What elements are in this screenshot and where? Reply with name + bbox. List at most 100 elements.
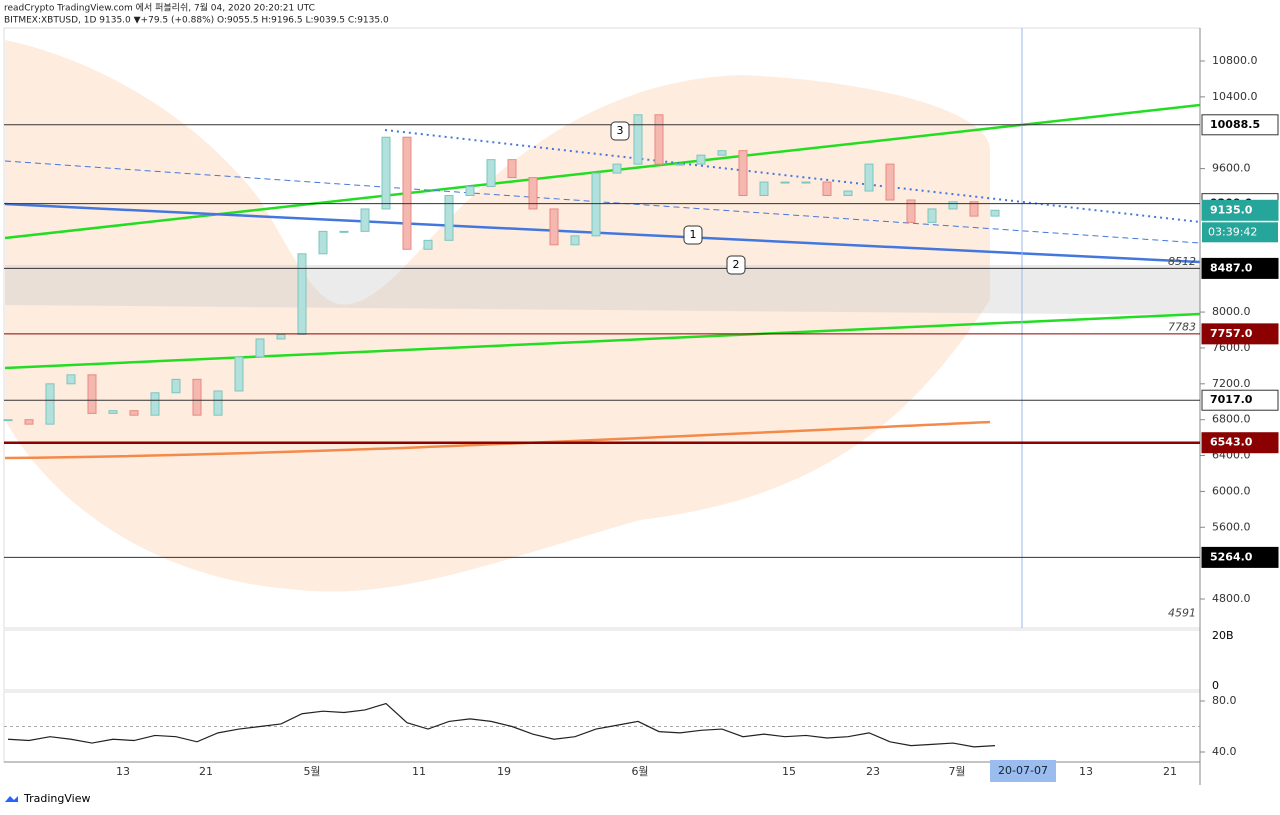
countdown: 03:39:42 [1208, 225, 1257, 238]
y-tick-label: 10400.0 [1212, 90, 1258, 103]
candle [885, 163, 895, 201]
candle [45, 383, 55, 425]
candle [276, 333, 286, 340]
candle [318, 230, 328, 255]
candle [24, 419, 34, 425]
price-label-box [1201, 323, 1279, 345]
candle [3, 419, 13, 422]
price-label: 6543.0 [1210, 436, 1253, 449]
rsi-line [7, 702, 996, 748]
candle [255, 338, 265, 358]
candle [213, 390, 223, 416]
candle [612, 163, 622, 174]
candle [171, 378, 181, 394]
x-tick-label: 13 [1079, 765, 1093, 778]
volume-tick: 20B [1212, 629, 1234, 642]
y-tick-label: 6000.0 [1212, 484, 1251, 497]
price-label-box [1201, 199, 1279, 221]
candle [696, 154, 706, 165]
y-tick-label: 8000.0 [1212, 305, 1251, 318]
candle [108, 410, 118, 414]
candle [507, 159, 517, 179]
trend-line [4, 103, 1201, 240]
candle [87, 374, 97, 414]
x-tick-label: 7월 [948, 765, 965, 778]
x-tick-label: 21 [1163, 765, 1177, 778]
candle [528, 177, 538, 210]
candle [549, 208, 559, 246]
cursor-date-box [990, 760, 1056, 782]
candle [297, 253, 307, 335]
candle [864, 163, 874, 192]
candle [738, 150, 748, 197]
annotation: 7783 [1168, 321, 1196, 334]
candle [360, 208, 370, 232]
price-label: 10088.5 [1210, 118, 1260, 131]
ma-line [4, 420, 991, 460]
publisher: readCrypto TradingView.com 에서 퍼블리쉬, 7월 0… [4, 2, 315, 14]
y-tick-label: 10800.0 [1212, 54, 1258, 67]
callout-label: 2 [733, 258, 740, 271]
x-tick-label: 19 [497, 765, 511, 778]
candle [591, 172, 601, 237]
x-tick-label: 11 [412, 765, 426, 778]
candle [192, 378, 202, 416]
logo [5, 796, 18, 802]
candle [843, 190, 853, 196]
candle [633, 114, 643, 165]
x-tick-label: 13 [116, 765, 130, 778]
candle [780, 181, 790, 184]
annotation: 8512 [1168, 255, 1196, 268]
y-tick-label: 6800.0 [1212, 413, 1251, 426]
candle [234, 356, 244, 392]
trend-line [4, 202, 1201, 264]
candle [906, 199, 916, 223]
callout-label: 1 [690, 228, 697, 241]
candle [423, 239, 433, 250]
price-label: 8487.0 [1210, 261, 1253, 274]
rsi-tick-label: 80.0 [1212, 694, 1237, 707]
callout-label: 3 [617, 124, 624, 137]
y-tick-label: 7200.0 [1212, 377, 1251, 390]
candle [444, 195, 454, 241]
price-label: 7757.0 [1210, 327, 1253, 340]
price-label-box [1201, 114, 1279, 136]
candle [129, 410, 139, 416]
x-tick-label: 5월 [303, 765, 320, 778]
trend-line [4, 312, 1201, 370]
candle [801, 181, 811, 184]
x-tick-label: 21 [199, 765, 213, 778]
rsi-tick-label: 40.0 [1212, 745, 1237, 758]
price-label-box [1201, 432, 1279, 454]
cursor-date: 20-07-07 [998, 764, 1048, 777]
x-tick-label: 15 [782, 765, 796, 778]
candle [381, 136, 391, 210]
price-label: 9135.0 [1210, 203, 1253, 216]
volume-tick: 0 [1212, 679, 1219, 692]
callout [726, 255, 746, 275]
countdown-box [1202, 222, 1278, 243]
candle [675, 163, 685, 166]
candle [402, 136, 412, 250]
candle [990, 209, 1000, 217]
price-label-box [1201, 389, 1279, 411]
callout [683, 225, 703, 245]
x-tick-label: 6월 [631, 765, 648, 778]
candle [486, 159, 496, 188]
annotation: 4591 [1168, 607, 1196, 620]
candle [339, 230, 349, 233]
footer: TradingView [23, 792, 90, 805]
candle [717, 150, 727, 156]
y-tick-label: 4800.0 [1212, 592, 1251, 605]
callout [610, 121, 630, 141]
candle [654, 114, 664, 165]
candle [927, 208, 937, 223]
candle [822, 181, 832, 197]
candle [465, 186, 475, 197]
symbol-info: BITMEX:XBTUSD, 1D 9135.0 ▼+79.5 (+0.88%)… [4, 16, 389, 26]
price-label: 5264.0 [1210, 550, 1253, 563]
candle [570, 235, 580, 246]
candle [969, 201, 979, 217]
x-tick-label: 23 [866, 765, 880, 778]
